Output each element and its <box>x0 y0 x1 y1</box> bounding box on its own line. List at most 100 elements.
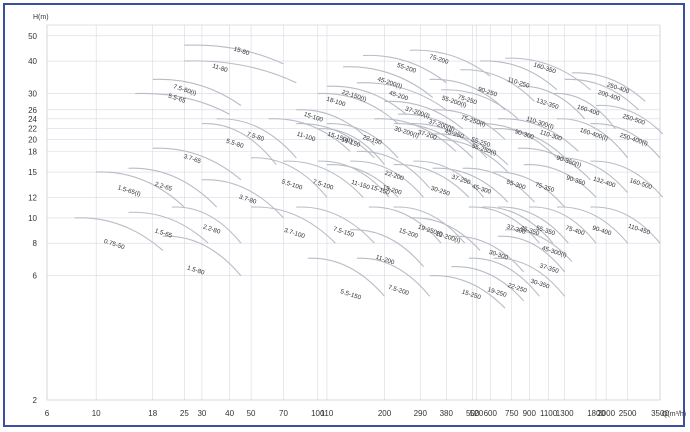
curve-label: 3.7-80 <box>238 194 258 206</box>
pump-curve-22-200(I) <box>409 217 481 251</box>
curve-label: 30-250 <box>430 185 451 198</box>
pump-curve-45-300(I) <box>505 229 573 262</box>
y-tick-label: 15 <box>28 168 37 177</box>
curve-label: 15-200 <box>398 227 419 240</box>
pump-curve-160-350 <box>505 57 591 91</box>
pump-curve-55-350 <box>497 206 569 244</box>
x-tick-label: 25 <box>180 409 189 418</box>
curve-label: 2.2-80 <box>202 224 222 236</box>
y-tick-label: 20 <box>28 135 37 144</box>
x-tick-label: 40 <box>225 409 234 418</box>
pump-curve-7.5-80(I) <box>152 78 242 106</box>
x-tick-label: 750 <box>505 409 519 418</box>
pump-curve-132-400 <box>556 157 629 194</box>
pump-curve-90-350(I) <box>517 147 591 181</box>
pump-curve-3.7-80 <box>201 179 284 219</box>
curve-label: 90-400 <box>591 225 612 238</box>
curve-label: 37-250 <box>450 174 471 187</box>
curve-label: 15-100 <box>303 111 324 124</box>
y-tick-label: 26 <box>28 106 37 115</box>
pump-curve-110-300(I) <box>497 118 579 152</box>
y-tick-label: 40 <box>28 57 37 66</box>
pump-curve-19-200 <box>350 160 424 198</box>
pump-curve-2.2-65 <box>128 167 218 208</box>
pump-curve-55-200 <box>363 54 447 84</box>
pump-curve-45-200 <box>356 82 447 111</box>
curve-label: 11-150 <box>350 179 371 192</box>
x-tick-label: 2500 <box>619 409 637 418</box>
x-axis-title: Q(m³/h) <box>662 411 686 418</box>
curve-label: 30-200(I) <box>393 125 419 140</box>
x-tick-label: 70 <box>279 409 288 418</box>
pump-curve-5.5-150 <box>307 257 385 297</box>
pump-curve-37-300 <box>468 206 540 244</box>
pump-curve-15-250 <box>429 275 506 309</box>
curve-label: 11-100 <box>296 131 317 144</box>
pump-curve-45-200(I) <box>343 66 434 98</box>
pump-curve-90-350 <box>523 164 597 198</box>
curve-label: 22-250 <box>507 282 528 295</box>
pump-curve-22-150(I) <box>326 85 407 115</box>
pump-curve-110-250 <box>480 60 558 91</box>
curve-label: 45-300(I) <box>541 245 567 260</box>
grid <box>46 24 661 401</box>
curve-label: 18-100 <box>325 96 346 109</box>
curve-label: 7.5-80 <box>246 131 266 143</box>
pump-curve-7.5-80 <box>216 118 297 159</box>
pump-curve-19-150 <box>317 128 385 166</box>
pump-curve-5.5-80 <box>201 123 277 166</box>
pump-curve-75-400 <box>529 206 597 244</box>
curve-label: 45-250 <box>444 128 465 141</box>
x-tick-label: 2000 <box>597 409 615 418</box>
y-tick-label: 2 <box>33 396 38 405</box>
x-tick-label: 3500 <box>651 409 669 418</box>
pump-curve-75-200 <box>409 49 491 77</box>
pump-curve-45-350 <box>481 206 554 244</box>
curve-label: 22-200(I) <box>435 230 461 245</box>
curve-label: 3.7-100 <box>283 227 306 240</box>
pump-curve-30-250 <box>393 164 470 198</box>
curve-label: 1.5-65(I) <box>117 184 142 198</box>
pump-curve-11-200 <box>350 229 424 267</box>
pump-curve-250-400(I) <box>590 123 661 159</box>
pump-curve-5.5-100 <box>251 157 328 198</box>
x-tick-label: 500 <box>466 409 480 418</box>
pump-curve-160-400 <box>552 93 616 130</box>
curve-label: 90-350(I) <box>556 155 582 170</box>
pump-curve-11-80 <box>184 60 297 84</box>
y-tick-label: 50 <box>28 32 37 41</box>
x-tick-label: 30 <box>197 409 206 418</box>
pump-curve-15-100 <box>296 109 375 146</box>
curve-label: 1.5-65 <box>154 227 174 239</box>
curve-label: 132-350 <box>535 97 560 111</box>
x-tick-label: 200 <box>378 409 392 418</box>
y-tick-label: 22 <box>28 125 37 134</box>
pump-curve-22-250 <box>468 257 540 297</box>
x-tick-label: 380 <box>440 409 454 418</box>
curve-label: 1.5-80 <box>186 264 206 276</box>
curve-label: 15-80 <box>233 46 251 58</box>
pump-curve-75-250(I) <box>432 109 506 140</box>
pump-curve-110-450 <box>590 206 661 244</box>
x-tick-label: 6 <box>45 409 50 418</box>
curve-label: 11-200 <box>375 254 396 267</box>
y-tick-label: 10 <box>28 214 37 223</box>
curve-label: 110-450 <box>627 223 651 237</box>
y-tick-label: 24 <box>28 115 37 124</box>
curve-label: 160-500 <box>629 177 654 191</box>
curve-label: 45-200 <box>388 90 409 103</box>
y-tick-label: 8 <box>33 239 38 248</box>
curve-label: 75-400 <box>565 225 586 238</box>
x-tick-label: 900 <box>523 409 537 418</box>
curve-label: 7.5-100 <box>312 178 335 191</box>
curve-label: 45-200(I) <box>376 76 402 91</box>
curve-label: 11-80 <box>211 63 229 75</box>
pump-curve-1.5-65(I) <box>96 171 185 208</box>
curve-label: 7.5-200 <box>387 284 410 297</box>
pump-curve-15-80 <box>184 44 284 65</box>
curve-label: 75-350 <box>534 181 555 194</box>
pump-curve-200-400 <box>564 78 639 111</box>
pump-curve-250-500 <box>595 104 664 135</box>
plot-area-border <box>46 24 661 401</box>
pump-curve-2.2-80 <box>172 206 242 244</box>
